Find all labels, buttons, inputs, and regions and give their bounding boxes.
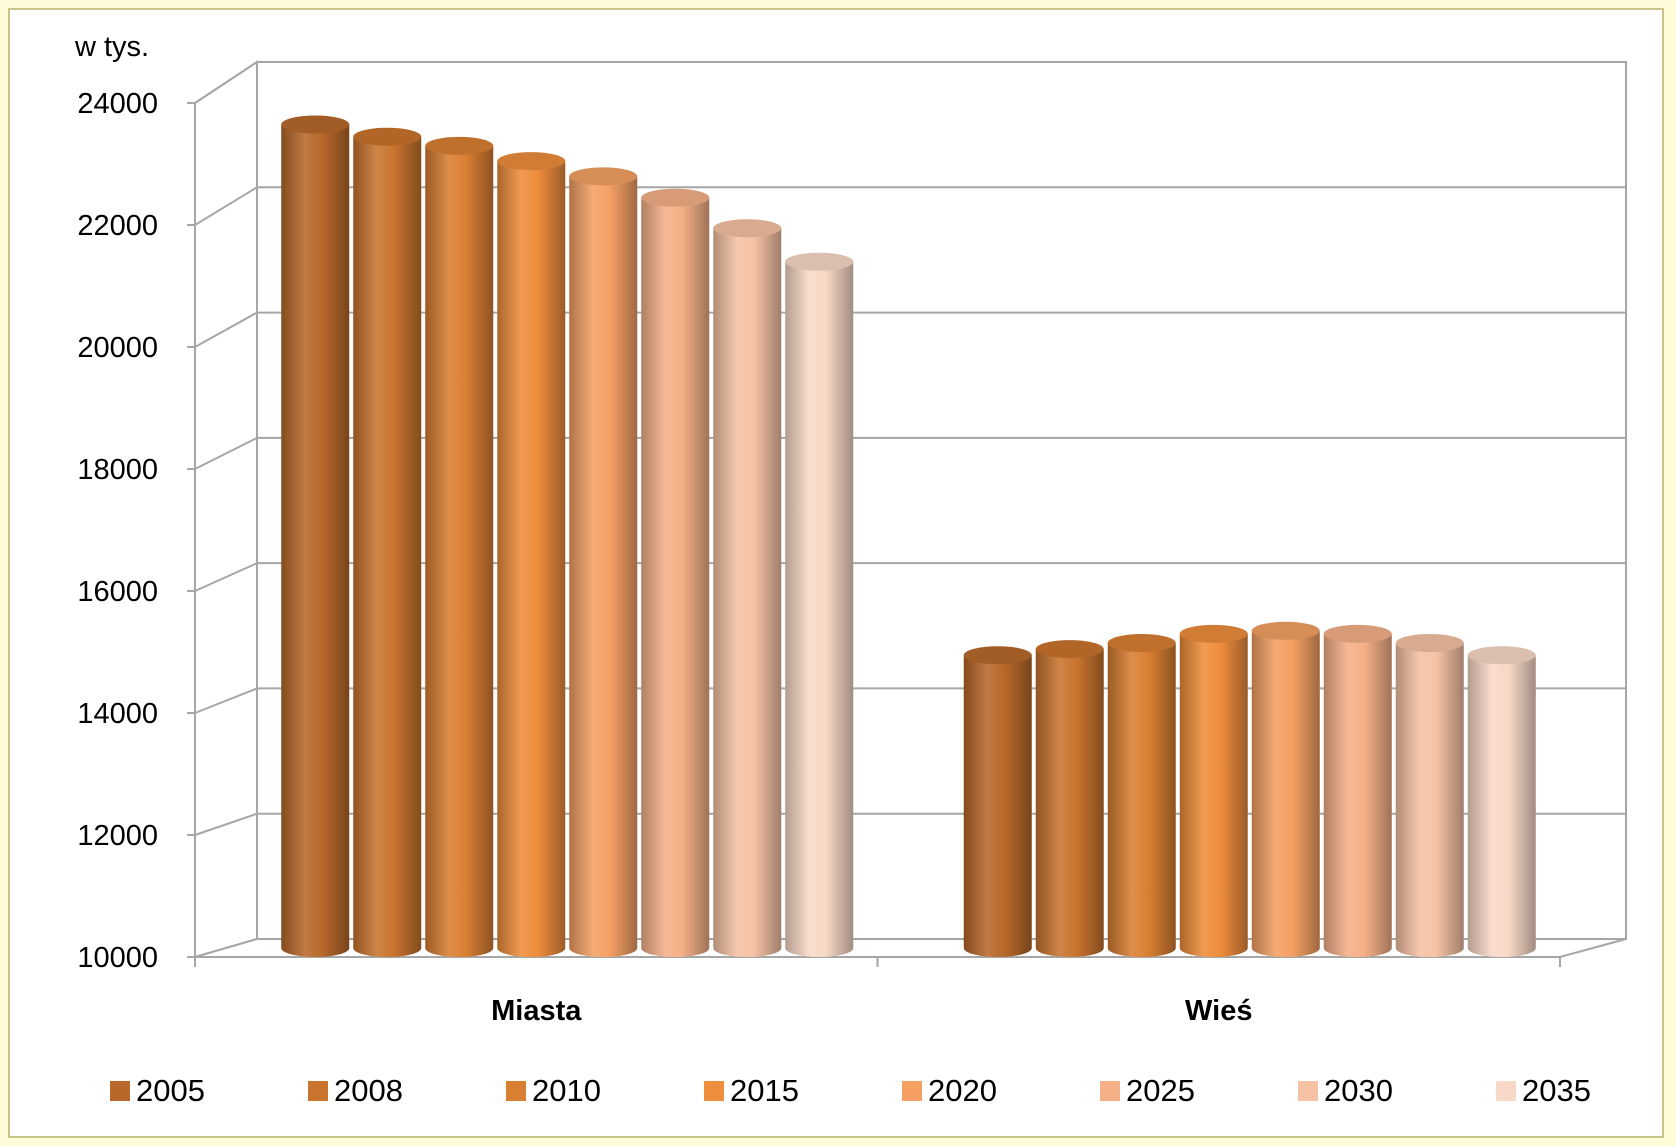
- bar: [1323, 624, 1392, 957]
- bar-body: [1179, 633, 1248, 957]
- bar: [1107, 634, 1176, 957]
- bar-body: [713, 228, 782, 957]
- gridline-side: [194, 436, 258, 470]
- bar-top: [1395, 634, 1464, 652]
- bar: [1179, 624, 1248, 957]
- legend: 2005 2008 2010 2015 2020 2025 2030 2035: [110, 1073, 1591, 1108]
- legend-item: 2035: [1496, 1073, 1591, 1108]
- bar-top: [785, 252, 854, 271]
- bar-top: [713, 219, 782, 238]
- bar-top: [281, 115, 350, 134]
- bar-top: [641, 188, 710, 207]
- legend-swatch: [704, 1081, 724, 1101]
- bar: [1395, 634, 1464, 957]
- legend-swatch: [1298, 1081, 1318, 1101]
- bar-top: [425, 136, 494, 155]
- legend-swatch: [110, 1081, 130, 1101]
- gridline-side: [194, 186, 258, 226]
- y-tick-label: 24000: [77, 88, 158, 120]
- legend-item: 2025: [1100, 1073, 1195, 1108]
- bar: [1251, 621, 1320, 957]
- legend-item: 2010: [506, 1073, 601, 1108]
- gridline-side: [194, 687, 258, 714]
- bar-top: [497, 152, 566, 171]
- legend-label: 2020: [928, 1073, 997, 1108]
- bar-top: [353, 127, 422, 146]
- bar: [963, 646, 1032, 957]
- legend-swatch: [1496, 1081, 1516, 1101]
- bar-body: [281, 124, 350, 957]
- legend-label: 2015: [730, 1073, 799, 1108]
- bars: [281, 115, 1536, 958]
- legend-label: 2030: [1324, 1073, 1393, 1108]
- legend-swatch: [506, 1081, 526, 1101]
- y-tick-label: 16000: [77, 576, 158, 608]
- bar-body: [1035, 649, 1104, 957]
- category-label: Miasta: [491, 995, 582, 1027]
- bar-body: [785, 261, 854, 957]
- gridline-side: [194, 562, 258, 592]
- legend-item: 2005: [110, 1073, 205, 1108]
- bar: [569, 167, 638, 958]
- bar-body: [1323, 633, 1392, 957]
- bar: [353, 127, 422, 957]
- bar-body: [1107, 643, 1176, 957]
- bar-top: [1323, 624, 1392, 643]
- legend-label: 2035: [1522, 1073, 1591, 1108]
- gridline-side: [194, 812, 258, 836]
- y-tick-label: 14000: [77, 698, 158, 730]
- legend-item: 2020: [902, 1073, 997, 1108]
- y-axis-ticks: 10000 12000 14000 16000 18000 20000 22000 24000: [77, 88, 1561, 974]
- bar: [641, 188, 710, 957]
- legend-item: 2008: [308, 1073, 403, 1108]
- y-tick-label: 10000: [77, 942, 158, 974]
- bar: [281, 115, 350, 957]
- bar-top: [1107, 634, 1176, 652]
- legend-label: 2005: [136, 1073, 205, 1108]
- y-tick-label: 18000: [77, 454, 158, 486]
- legend-label: 2025: [1126, 1073, 1195, 1108]
- legend-label: 2008: [334, 1073, 403, 1108]
- bar: [425, 136, 494, 958]
- bar-top: [1035, 640, 1104, 659]
- bar-body: [569, 176, 638, 958]
- category-label: Wieś: [1185, 995, 1252, 1027]
- bar: [1467, 646, 1536, 957]
- bar-body: [1251, 630, 1320, 957]
- bar-body: [353, 136, 422, 957]
- bar-top: [1179, 624, 1248, 643]
- bar-top: [1467, 646, 1536, 665]
- bar-body: [1467, 655, 1536, 957]
- bar-top: [1251, 621, 1320, 640]
- bar: [785, 252, 854, 957]
- x-axis-labels: Miasta Wieś: [491, 995, 1252, 1027]
- y-tick-label: 22000: [77, 210, 158, 242]
- legend-item: 2030: [1298, 1073, 1393, 1108]
- gridline-side: [194, 311, 258, 348]
- bar-body: [497, 161, 566, 958]
- legend-swatch: [1100, 1081, 1120, 1101]
- bar-body: [425, 145, 494, 958]
- bar: [497, 152, 566, 958]
- y-tick-label: 12000: [77, 820, 158, 852]
- unit-label: w tys.: [74, 31, 149, 63]
- bar: [1035, 640, 1104, 957]
- bar-top: [569, 167, 638, 186]
- bar-body: [1395, 643, 1464, 957]
- side-wall: [194, 60, 258, 959]
- bar-top: [963, 646, 1032, 665]
- legend-item: 2015: [704, 1073, 799, 1108]
- legend-swatch: [308, 1081, 328, 1101]
- bar-body: [641, 197, 710, 957]
- legend-label: 2010: [532, 1073, 601, 1108]
- bar: [713, 219, 782, 957]
- y-tick-label: 20000: [77, 332, 158, 364]
- gridline-side: [194, 61, 258, 104]
- legend-swatch: [902, 1081, 922, 1101]
- bar-body: [963, 655, 1032, 957]
